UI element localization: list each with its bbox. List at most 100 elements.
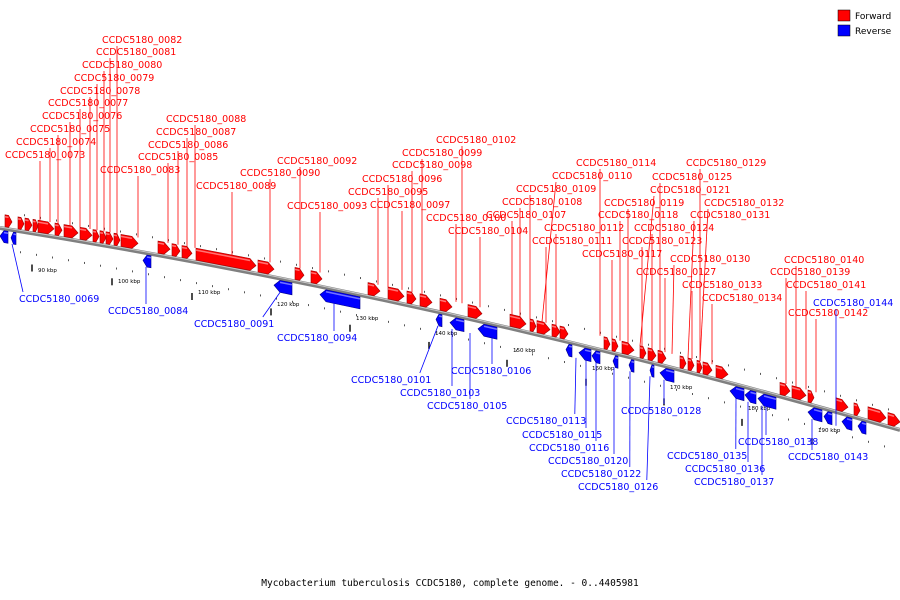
gene-arrow-shine (657, 351, 663, 355)
tick-mark-minor (820, 427, 821, 430)
tick-label: 120 kbp (277, 302, 300, 308)
tick-mark-minor (328, 270, 329, 273)
tick-mark-minor (296, 263, 297, 266)
gene-arrow-shine (665, 369, 675, 374)
gene-arrow-shine (631, 360, 635, 363)
gene-arrow (24, 217, 33, 231)
tick-mark-minor (260, 294, 261, 297)
tick-mark-minor (100, 264, 101, 267)
tick-mark-minor (244, 291, 245, 294)
gene-leader-line (419, 325, 439, 374)
tick-mark-minor (788, 418, 789, 421)
gene-label-forward: CCDC5180_0098 (392, 160, 472, 171)
gene-label-reverse: CCDC5180_0138 (738, 437, 818, 448)
gene-label-forward: CCDC5180_0114 (576, 158, 656, 169)
tick-mark-minor (756, 409, 757, 412)
tick-mark-minor (516, 349, 517, 352)
tick-mark-minor (628, 376, 629, 379)
minor-ticks (20, 214, 889, 448)
gene-leader-line (262, 292, 281, 318)
gene-arrow-shine (559, 327, 565, 330)
tick-label: 100 kbp (118, 279, 141, 285)
tick-mark-minor (84, 261, 85, 264)
tick-mark-minor (520, 312, 521, 315)
tick-mark-minor (196, 282, 197, 285)
tick-mark-minor (708, 397, 709, 400)
gene-arrow-shine (827, 412, 833, 416)
tick-mark-minor (740, 405, 741, 408)
gene-arrow-shine (367, 283, 375, 287)
tick-mark-minor (104, 227, 105, 230)
gene-arrow (628, 359, 635, 373)
tick-mark-minor (804, 422, 805, 425)
gene-arrow (807, 407, 823, 423)
gene-arrow (92, 229, 100, 243)
gene-arrow (578, 347, 592, 362)
gene-label-forward: CCDC5180_0093 (287, 201, 367, 212)
gene-arrow (32, 219, 39, 233)
gene-arrow-shine (568, 345, 573, 348)
tick-mark-minor (388, 320, 389, 323)
tick-mark-minor (20, 251, 21, 254)
gene-arrow (181, 245, 193, 259)
tick-mark-minor (168, 239, 169, 242)
gene-arrow (823, 411, 833, 426)
tick-label: 170 kbp (670, 385, 693, 391)
gene-label-reverse: CCDC5180_0137 (694, 477, 774, 488)
gene-label-forward: CCDC5180_0129 (686, 158, 766, 169)
gene-arrow-shine (419, 295, 427, 298)
gene-arrow (310, 270, 323, 285)
gene-arrow (611, 338, 619, 352)
gene-label-forward: CCDC5180_0124 (634, 223, 714, 234)
gene-arrow (10, 231, 17, 245)
gene-arrow (779, 381, 791, 397)
gene-arrow-shine (387, 288, 399, 292)
tick-mark-minor (504, 308, 505, 311)
tick-mark-minor (616, 335, 617, 338)
gene-label-forward: CCDC5180_0110 (552, 171, 632, 182)
tick-mark-minor (552, 320, 553, 323)
gene-arrow (857, 420, 867, 435)
gene-arrow-shine (687, 359, 692, 362)
tick-mark-minor (472, 301, 473, 304)
tick-mark-minor (584, 327, 585, 330)
tick-mark-minor (888, 408, 889, 411)
tick-mark-minor (580, 364, 581, 367)
gene-label-reverse: CCDC5180_0136 (685, 464, 765, 475)
gene-arrow (419, 293, 433, 308)
gene-label-forward: CCDC5180_0076 (42, 111, 122, 122)
tick-label: 90 kbp (38, 268, 57, 274)
tick-label: 150 kbp (513, 348, 536, 354)
legend-reverse-label: Reverse (855, 27, 892, 37)
forward-gene-labels: CCDC5180_0073CCDC5180_0074CCDC5180_0075C… (5, 35, 868, 393)
tick-mark-minor (532, 353, 533, 356)
gene-arrow-shine (279, 281, 293, 286)
gene-arrow-shine (807, 391, 812, 394)
gene-label-forward: CCDC5180_0127 (636, 267, 716, 278)
tick-mark-minor (632, 339, 633, 342)
tick-mark-minor (436, 331, 437, 334)
gene-label-forward: CCDC5180_0119 (604, 198, 684, 209)
gene-arrow-shine (105, 233, 110, 236)
tick-mark-minor (500, 345, 501, 348)
gene-label-forward: CCDC5180_0111 (532, 236, 612, 247)
gene-arrow-shine (171, 244, 177, 248)
gene-arrow (659, 367, 675, 383)
tick-mark-minor (840, 394, 841, 397)
gene-arrow (757, 393, 777, 410)
gene-arrow (449, 317, 465, 333)
gene-label-forward: CCDC5180_0087 (156, 127, 236, 138)
tick-mark-minor (692, 393, 693, 396)
tick-mark-minor (36, 253, 37, 256)
gene-arrow-shine (647, 349, 653, 352)
gene-arrow (647, 347, 657, 362)
gene-arrow (120, 234, 139, 249)
gene-arrow-shine (861, 422, 867, 425)
tick-mark-minor (392, 283, 393, 286)
gene-label-forward: CCDC5180_0139 (770, 267, 850, 278)
gene-arrow (435, 313, 443, 328)
gene-features (0, 214, 900, 435)
tick-mark-minor (232, 251, 233, 254)
gene-arrow-shine (3, 231, 9, 235)
